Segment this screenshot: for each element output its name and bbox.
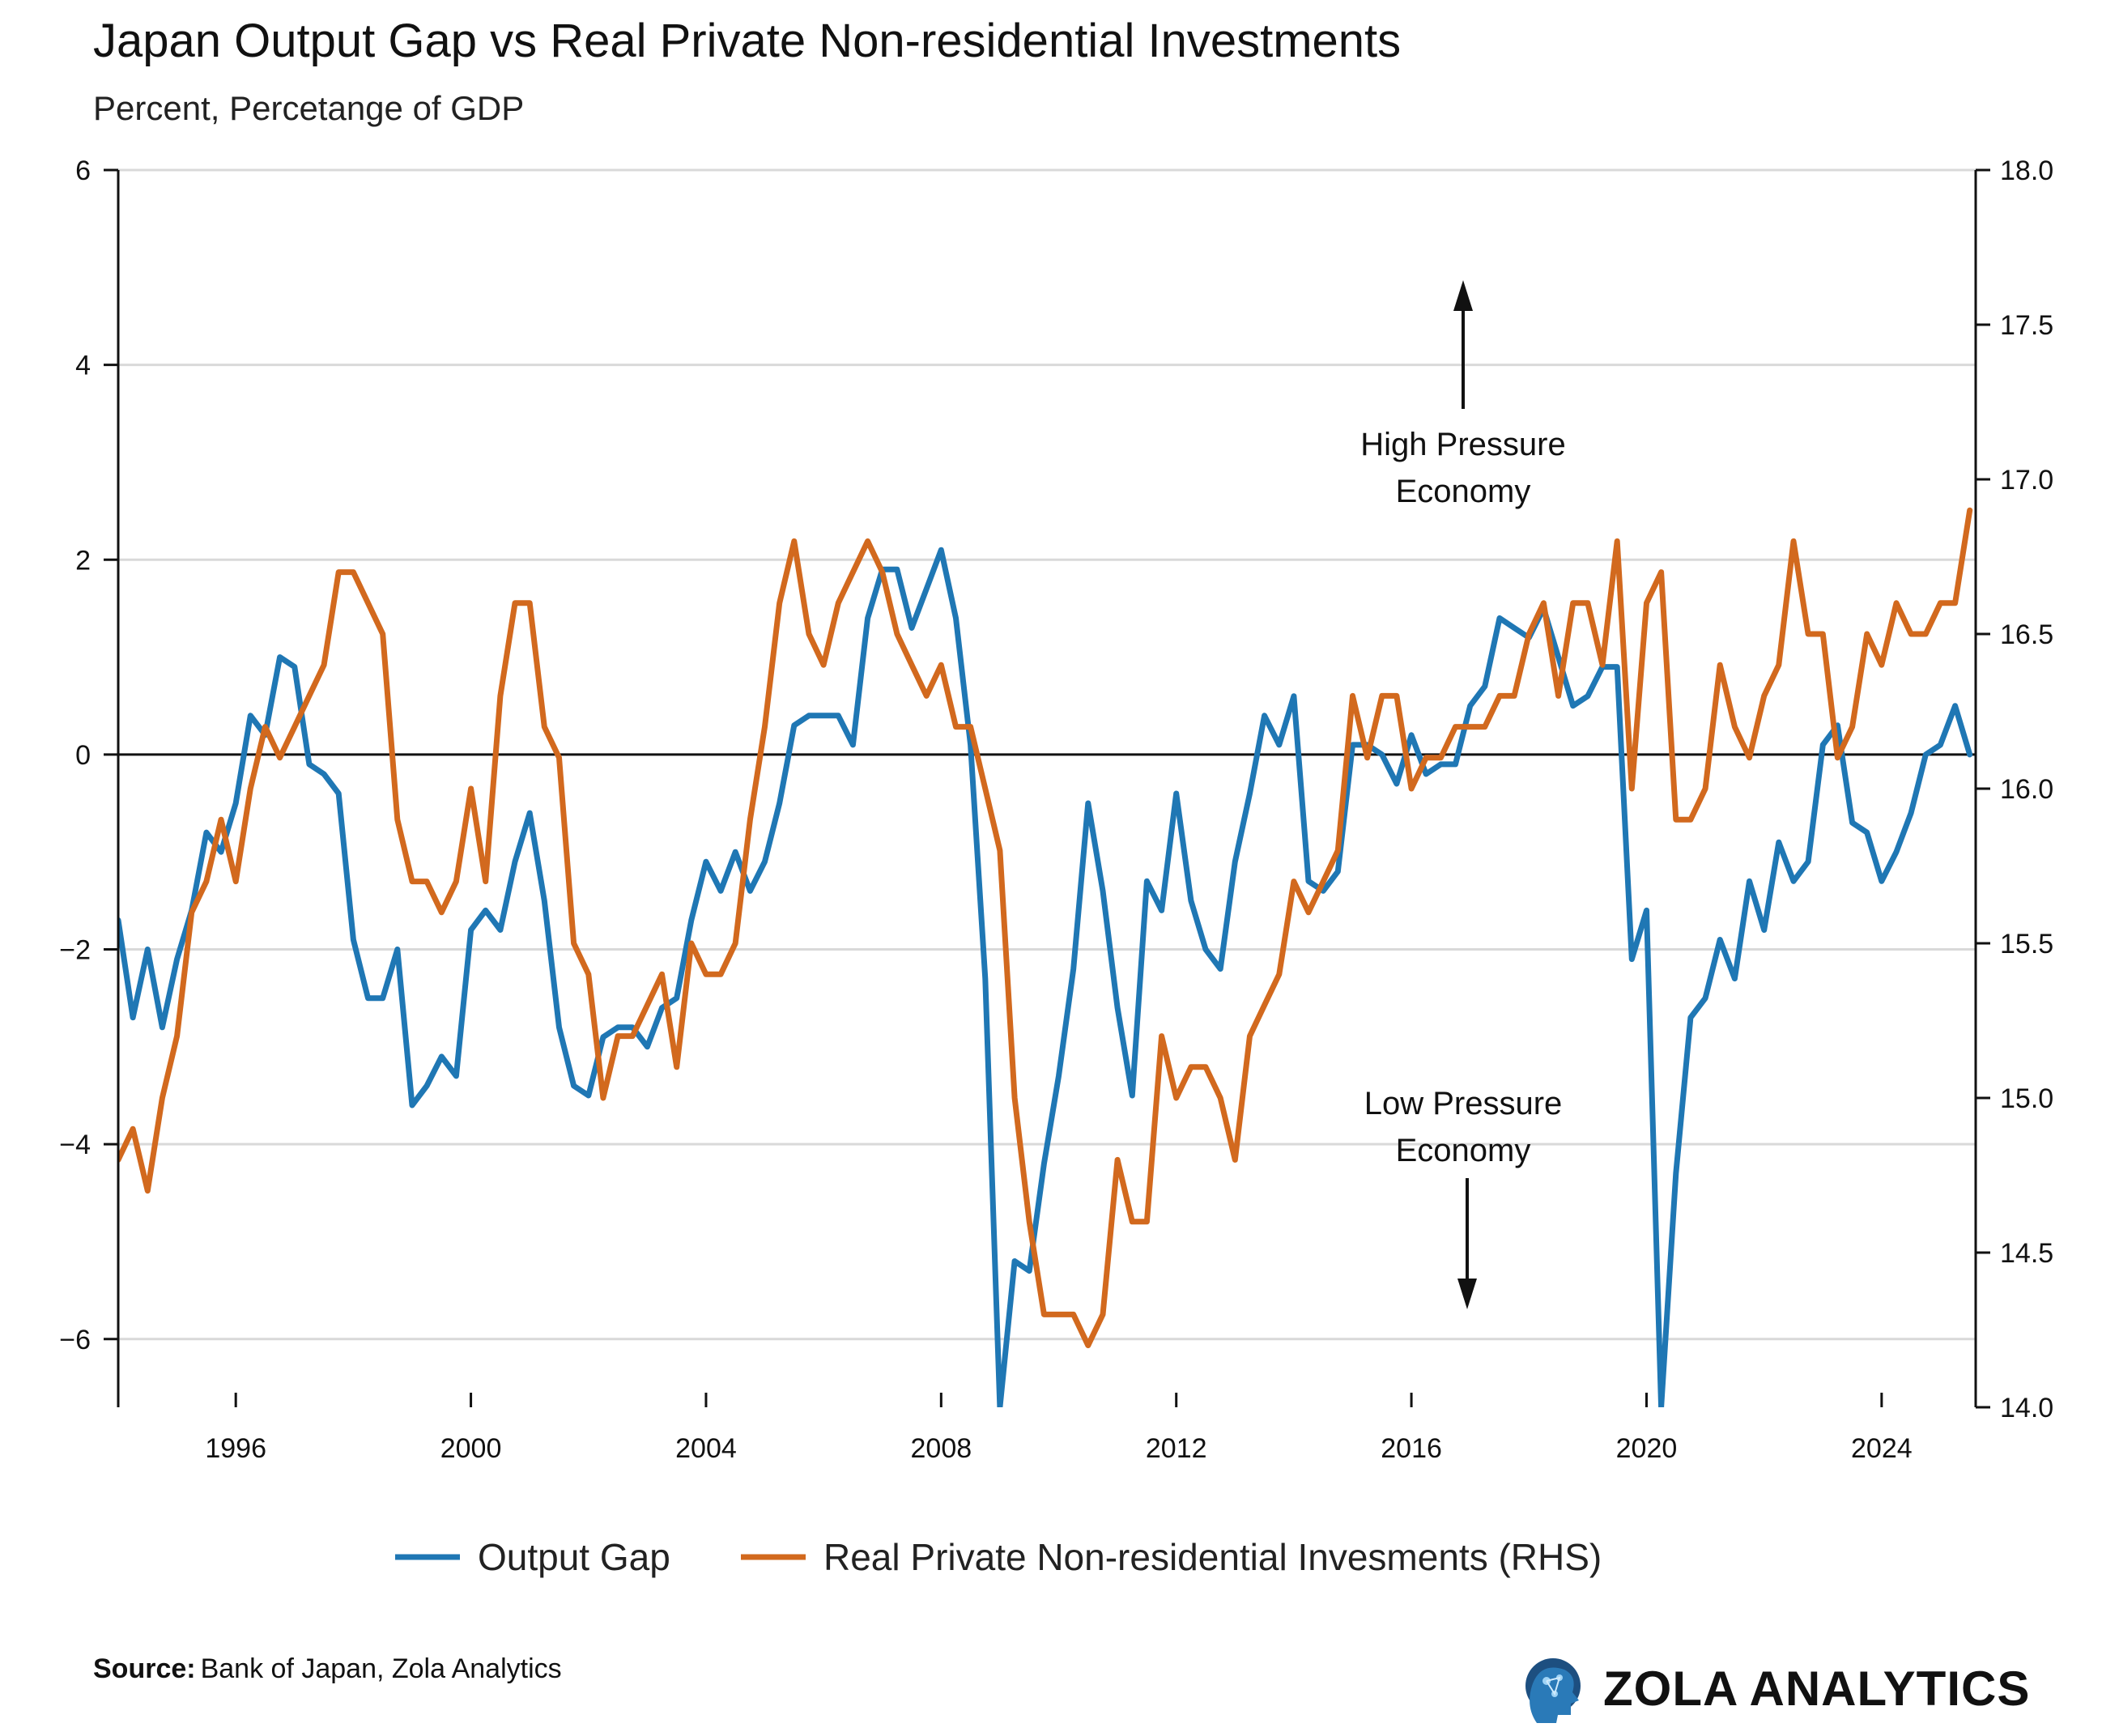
legend-label-investments: Real Private Non-residential Invesments … [823,1536,1602,1578]
right-tick-label: 15.5 [2000,929,2053,959]
x-tick-label: 2016 [1381,1433,1442,1464]
x-tick-label: 2004 [675,1433,737,1464]
right-tick-label: 17.0 [2000,465,2053,496]
brand-name: ZOLA ANALYTICS [1603,1662,2030,1716]
left-axis-ticks: 6 4 2 0 −2 −4 −6 [59,155,118,1355]
brand-logo-icon [1525,1658,1581,1723]
series-group [118,507,1973,1407]
left-tick-label: −2 [59,935,91,966]
right-axis-ticks: 18.0 17.5 17.0 16.5 16.0 15.5 15.0 14.5 14.0 [1976,155,2053,1423]
right-tick-label: 17.5 [2000,310,2053,341]
x-tick-label: 1996 [205,1433,266,1464]
left-tick-label: 4 [75,351,91,381]
chart-subtitle: Percent, Percetange of GDP [93,89,524,127]
chart-title: Japan Output Gap vs Real Private Non-res… [93,15,1401,67]
left-tick-label: 6 [75,155,91,186]
up-arrow-icon [1453,280,1473,311]
x-tick-label: 2008 [911,1433,972,1464]
source-text: Bank of Japan, Zola Analytics [201,1653,562,1684]
down-arrow-icon [1457,1279,1477,1309]
left-tick-label: −4 [59,1130,91,1160]
left-tick-label: 0 [75,740,91,771]
x-tick-label: 2020 [1616,1433,1678,1464]
right-tick-label: 16.5 [2000,619,2053,650]
left-tick-label: 2 [75,545,91,576]
right-tick-label: 18.0 [2000,155,2053,186]
annotation-low-line1: Low Pressure [1364,1086,1563,1121]
right-tick-label: 16.0 [2000,774,2053,805]
right-tick-label: 14.0 [2000,1393,2053,1423]
source-note: Source: Bank of Japan, Zola Analytics [93,1653,562,1684]
annotation-low-line2: Economy [1396,1133,1531,1168]
annotation-high-line1: High Pressure [1360,427,1565,462]
series-line-output-gap [118,547,1973,1407]
x-tick-label: 2012 [1146,1433,1207,1464]
x-tick-label: 2024 [1851,1433,1913,1464]
right-tick-label: 14.5 [2000,1238,2053,1269]
legend-label-output-gap: Output Gap [478,1536,670,1578]
annotation-high-pressure: High Pressure Economy [1360,280,1566,509]
x-axis-ticks: 1996 2000 2004 2008 2012 2016 2020 2024 [205,1393,1913,1464]
x-tick-label: 2000 [440,1433,502,1464]
right-tick-label: 15.0 [2000,1083,2053,1114]
left-tick-label: −6 [59,1325,91,1355]
source-label: Source: [93,1653,196,1684]
legend: Output Gap Real Private Non-residential … [395,1536,1602,1578]
annotation-low-pressure: Low Pressure Economy [1364,1086,1563,1309]
annotation-high-line2: Economy [1396,474,1531,509]
series-line-investments [118,507,1973,1349]
